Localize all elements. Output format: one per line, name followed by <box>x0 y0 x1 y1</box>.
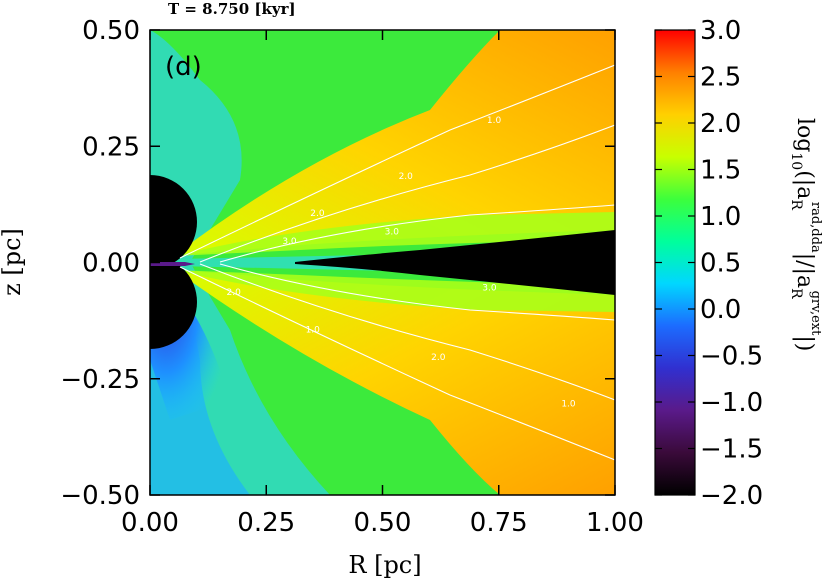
contour-label: 2.0 <box>431 353 446 363</box>
cbar-label-sup1: rad,dda <box>808 202 823 253</box>
contour-label: 2.0 <box>310 209 325 219</box>
contour-label: 2.0 <box>227 288 242 298</box>
colorbar-ticks: 3.0 2.5 2.0 1.5 1.0 0.5 0.0 −0.5 −1.0 −1.5 −2.0 <box>655 16 763 511</box>
cbar-label-sub-r1: R <box>788 199 804 210</box>
field-dense-disk <box>295 230 615 295</box>
cbar-label-prefix: log <box>792 118 817 152</box>
contour-labels: 1.0 2.0 3.0 2.0 3.0 1.0 2.0 3.0 2.0 1.0 <box>227 116 576 410</box>
x-tick-label: 0.25 <box>237 508 295 538</box>
x-tick-label: 0.75 <box>470 508 528 538</box>
y-tick-label: −0.25 <box>60 365 140 395</box>
panel-label: (d) <box>165 52 202 82</box>
contour-label: 3.0 <box>482 283 497 293</box>
contour-label: 1.0 <box>487 116 502 126</box>
cbar-tick-label: 0.0 <box>700 295 741 325</box>
y-tick-label: 0.25 <box>82 132 140 162</box>
x-axis-label: R [pc] <box>348 551 421 578</box>
y-tick-label: 0.50 <box>82 16 140 46</box>
x-tick-label: 0.50 <box>354 508 412 538</box>
cbar-tick-label: 3.0 <box>700 16 741 46</box>
contour-label: 1.0 <box>306 325 321 335</box>
y-tick-label: 0.00 <box>82 249 140 279</box>
heatmap-field <box>150 30 615 495</box>
cbar-tick-label: −2.0 <box>700 481 763 511</box>
cbar-tick-label: 2.5 <box>700 63 741 93</box>
y-axis-label: z [pc] <box>0 228 26 296</box>
field-lower-wing <box>175 270 615 495</box>
contour-1-lower <box>179 266 615 461</box>
y-tick-label: −0.50 <box>60 481 140 511</box>
contour-2-upper <box>199 124 615 263</box>
cbar-label-sub: 10 <box>788 152 804 170</box>
contour-3-lower <box>219 263 615 321</box>
contour-label: 2.0 <box>399 172 414 182</box>
x-tick-label: 1.00 <box>586 508 644 538</box>
contour-label: 3.0 <box>385 228 400 238</box>
colorbar-label: log10(|aR rad,dda|/|aR grv,ext|) <box>788 118 823 351</box>
cbar-tick-label: 1.5 <box>700 156 741 186</box>
cbar-label-sup2: grv,ext <box>808 291 823 336</box>
cbar-label-end: |) <box>792 335 817 351</box>
contour-1-upper <box>179 64 615 259</box>
contour-label: 1.0 <box>561 400 576 410</box>
contour-label: 3.0 <box>282 237 297 247</box>
contour-3-upper <box>219 204 615 263</box>
cbar-label-sub-r2: R <box>788 288 804 299</box>
x-tick-label: 0.00 <box>121 508 179 538</box>
field-upper-wing <box>175 30 615 255</box>
cbar-tick-label: 0.5 <box>700 249 741 279</box>
cbar-tick-label: 2.0 <box>700 109 741 139</box>
time-label: T = 8.750 [kyr] <box>168 0 296 18</box>
source-funnel <box>150 262 195 266</box>
source-upper <box>150 175 197 269</box>
cbar-tick-label: −1.0 <box>700 388 763 418</box>
contours <box>179 64 615 461</box>
cbar-label-main: (|a <box>792 170 817 199</box>
cbar-label-mid: |/|a <box>792 253 817 288</box>
x-axis-ticks: 0.00 0.25 0.50 0.75 1.00 <box>121 30 644 538</box>
cbar-tick-label: −1.5 <box>700 435 763 465</box>
y-axis-ticks: 0.50 0.25 0.00 −0.25 −0.50 <box>60 16 615 511</box>
cbar-tick-label: 1.0 <box>700 202 741 232</box>
contour-2-lower <box>199 263 615 401</box>
cbar-tick-label: −0.5 <box>700 342 763 372</box>
source-lower <box>150 255 197 349</box>
